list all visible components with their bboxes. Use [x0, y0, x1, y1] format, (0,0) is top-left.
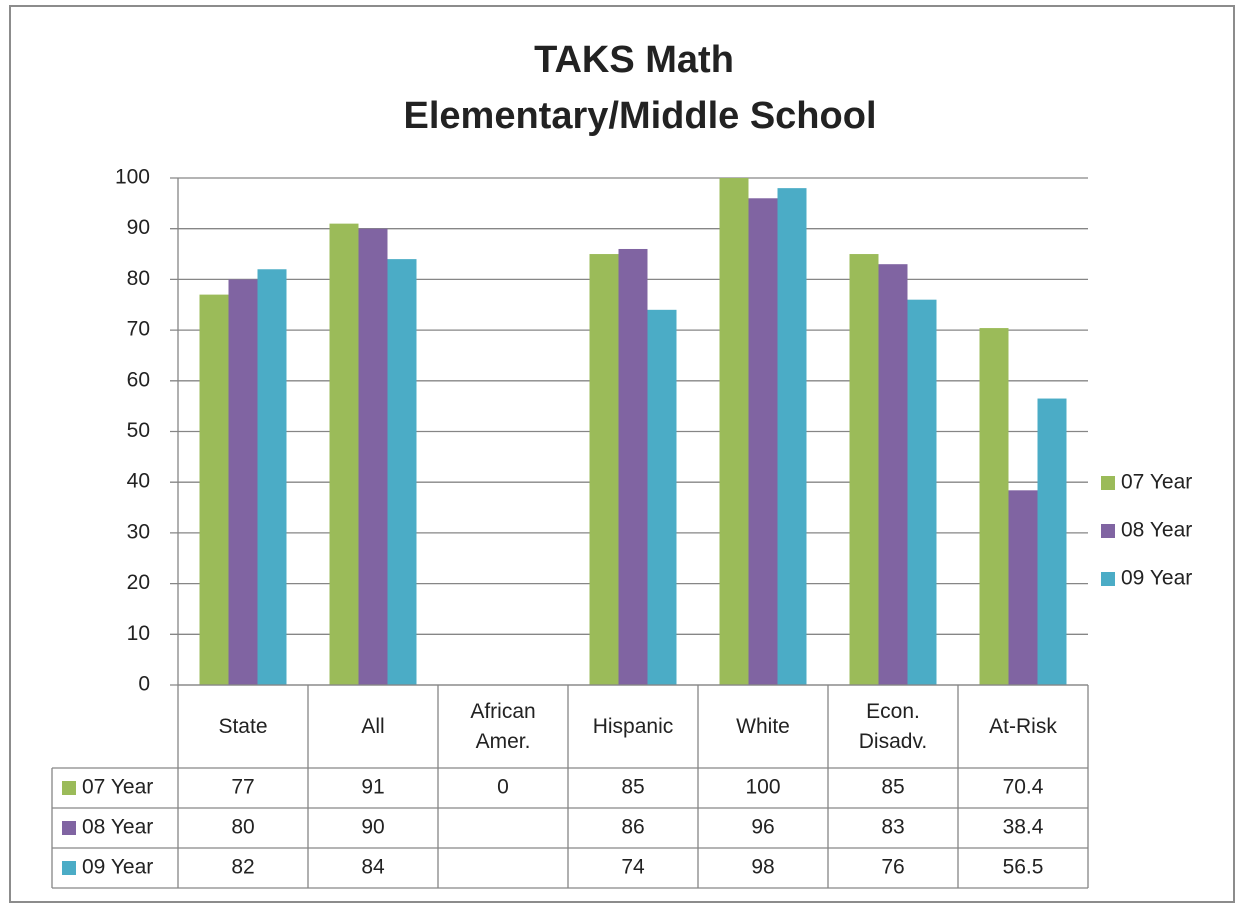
table-value: 80 [231, 816, 254, 839]
table-legend-key [62, 781, 76, 795]
y-tick-label: 70 [127, 318, 150, 341]
legend-label: 08 Year [1121, 519, 1192, 542]
table-value: 56.5 [1003, 856, 1044, 879]
bar [878, 264, 908, 685]
bar [748, 198, 778, 685]
table-value: 82 [231, 856, 254, 879]
table-legend-key [62, 861, 76, 875]
x-tick-label: Econ. Disadv. [858, 699, 928, 753]
legend-key [1101, 476, 1115, 490]
x-tick-label: All [361, 714, 385, 738]
bar [1008, 490, 1038, 685]
bar [329, 223, 359, 685]
x-tick-label: At-Risk [989, 714, 1057, 738]
chart-subtitle: Elementary/Middle School [404, 95, 877, 137]
legend-label: 07 Year [1121, 471, 1192, 494]
y-tick-label: 80 [127, 267, 150, 290]
y-tick-label: 10 [127, 622, 150, 645]
y-tick-label: 90 [127, 216, 150, 239]
y-tick-label: 100 [115, 166, 150, 189]
table-value: 100 [745, 776, 780, 799]
table-value: 86 [621, 816, 644, 839]
category-cell: At-Risk [989, 714, 1057, 738]
category-cell: African Amer. [470, 699, 536, 753]
bar [618, 248, 648, 686]
x-tick-label: African Amer. [470, 699, 536, 753]
table-value: 84 [361, 856, 385, 879]
table-value: 38.4 [1003, 816, 1044, 839]
x-tick-label: Hispanic [592, 714, 674, 738]
bar [979, 328, 1009, 685]
bar [257, 269, 287, 685]
table-row-label: 09 Year [82, 856, 153, 879]
y-tick-label: 50 [127, 419, 150, 442]
x-tick-label: White [736, 714, 790, 738]
category-cell: All [361, 714, 385, 738]
bar [719, 178, 749, 685]
legend-label: 09 Year [1121, 567, 1192, 590]
table-value: 70.4 [1003, 776, 1044, 799]
table-row-label: 07 Year [82, 776, 153, 799]
table-row-label: 08 Year [82, 816, 153, 839]
bar [647, 309, 677, 685]
y-tick-label: 40 [127, 470, 150, 493]
y-tick-label: 0 [138, 673, 150, 696]
category-cell: Hispanic [592, 714, 674, 738]
table-value: 0 [497, 776, 509, 799]
table-value: 90 [361, 816, 384, 839]
table-value: 74 [621, 856, 645, 879]
table-value: 85 [621, 776, 644, 799]
table-value: 85 [881, 776, 904, 799]
y-tick-label: 30 [127, 520, 150, 543]
table-value: 91 [361, 776, 384, 799]
bar [199, 294, 229, 685]
category-cell: Econ. Disadv. [858, 699, 928, 753]
bar [777, 188, 807, 685]
category-cell: State [218, 714, 268, 738]
bar [907, 299, 937, 685]
bar [228, 279, 258, 685]
y-tick-label: 20 [127, 571, 150, 594]
table-value: 98 [751, 856, 774, 879]
table-value: 76 [881, 856, 904, 879]
bar [358, 228, 388, 685]
category-cell: White [736, 714, 790, 738]
table-value: 77 [231, 776, 254, 799]
bar [849, 254, 879, 686]
bar [387, 259, 417, 685]
bar [1037, 398, 1067, 685]
legend-key [1101, 572, 1115, 586]
y-tick-label: 60 [127, 368, 150, 391]
legend-key [1101, 524, 1115, 538]
chart-title: TAKS Math [534, 39, 734, 81]
table-legend-key [62, 821, 76, 835]
table-value: 83 [881, 816, 904, 839]
x-tick-label: State [218, 714, 268, 738]
table-value: 96 [751, 816, 774, 839]
bar [589, 254, 619, 686]
